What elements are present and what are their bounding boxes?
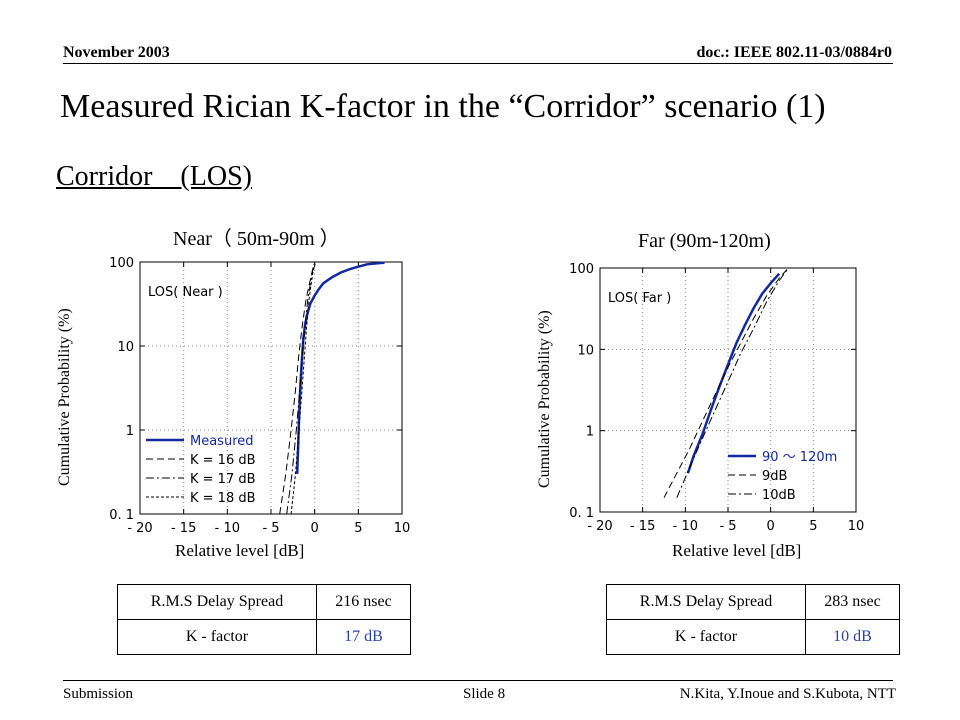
x-tick-label: 0 — [311, 521, 319, 536]
footer-slide-number: Slide 8 — [463, 686, 506, 702]
series-line — [676, 268, 789, 498]
table-cell-value: 17 dB — [316, 619, 411, 655]
table-row: R.M.S Delay Spread 216 nsec — [117, 584, 411, 620]
table-cell-value: 10 dB — [805, 619, 900, 655]
footer-rule — [63, 680, 893, 681]
chart-title-near: Near（ 50m-90m ） — [173, 228, 340, 250]
footer-submission: Submission — [63, 686, 134, 702]
y-tick-label: 10 — [117, 340, 134, 355]
y-tick-label: 100 — [569, 262, 594, 277]
series-line — [295, 261, 385, 474]
table-cell-label: R.M.S Delay Spread — [117, 584, 317, 620]
legend-label: K = 16 dB — [190, 453, 256, 468]
x-axis-label-far: Relative level [dB] — [672, 541, 802, 560]
x-tick-label: - 15 — [171, 521, 196, 536]
table-cell-label: R.M.S Delay Spread — [606, 584, 806, 620]
x-tick-label: - 20 — [587, 519, 612, 534]
header-doc-id: doc.: IEEE 802.11-03/0884r0 — [696, 44, 892, 61]
chart-title-far: Far (90m-120m) — [638, 230, 771, 252]
x-tick-label: 10 — [394, 521, 411, 536]
x-tick-label: - 15 — [630, 519, 655, 534]
legend-label: 90 ～ 120m — [762, 450, 837, 465]
table-row: K - factor 17 dB — [117, 619, 411, 655]
x-tick-label: - 5 — [719, 519, 736, 534]
table-cell-value: 283 nsec — [805, 584, 900, 620]
table-row: R.M.S Delay Spread 283 nsec — [606, 584, 900, 620]
legend-label: K = 17 dB — [190, 472, 256, 487]
slide-title: Measured Rician K-factor in the “Corrido… — [60, 88, 826, 125]
y-tick-label: 1 — [126, 424, 134, 439]
y-tick-label: 10 — [577, 343, 594, 358]
slide-subtitle: Corridor (LOS) — [56, 161, 252, 192]
x-tick-label: - 10 — [215, 521, 240, 536]
x-tick-label: - 5 — [262, 521, 279, 536]
header-date: November 2003 — [63, 44, 170, 61]
x-tick-label: - 10 — [673, 519, 698, 534]
y-tick-label: 0. 1 — [569, 506, 594, 521]
table-cell-label: K - factor — [606, 619, 806, 655]
info-table-far: R.M.S Delay Spread 283 nsec K - factor 1… — [606, 584, 900, 655]
y-tick-label: 100 — [109, 256, 134, 271]
table-cell-value: 216 nsec — [316, 584, 411, 620]
series-line — [663, 268, 789, 498]
y-axis-label-near: Cumulative Probability (%) — [56, 308, 73, 486]
series-line — [279, 263, 316, 515]
series-line — [290, 263, 316, 515]
x-tick-label: 0 — [767, 519, 775, 534]
legend-label: Measured — [190, 434, 254, 449]
y-tick-label: 0. 1 — [109, 508, 134, 523]
x-tick-label: 5 — [354, 521, 362, 536]
table-cell-label: K - factor — [117, 619, 317, 655]
info-table-near: R.M.S Delay Spread 216 nsec K - factor 1… — [117, 584, 411, 655]
x-tick-label: - 20 — [127, 521, 152, 536]
y-tick-label: 1 — [586, 425, 594, 440]
x-tick-label: 5 — [809, 519, 817, 534]
header-rule — [63, 63, 893, 64]
y-axis-label-far: Cumulative Probability (%) — [536, 310, 553, 488]
series-line — [686, 272, 781, 474]
chart-near: - 20 - 15 - 10 - 5 0 5 10 100 10 1 0. 1 LOS( Near )… — [109, 256, 411, 536]
legend-label: 9dB — [762, 469, 787, 484]
x-axis-label-near: Relative level [dB] — [175, 541, 305, 560]
legend-label: K = 18 dB — [190, 491, 256, 506]
chart-far: - 20 - 15 - 10 - 5 0 5 10 100 10 1 0. 1 LOS( Far ) 9… — [569, 262, 865, 534]
chart-annotation: LOS( Far ) — [608, 291, 671, 306]
table-row: K - factor 10 dB — [606, 619, 900, 655]
footer-authors: N.Kita, Y.Inoue and S.Kubota, NTT — [679, 686, 896, 702]
chart-annotation: LOS( Near ) — [148, 285, 223, 300]
legend-label: 10dB — [762, 488, 796, 503]
x-tick-label: 10 — [848, 519, 865, 534]
